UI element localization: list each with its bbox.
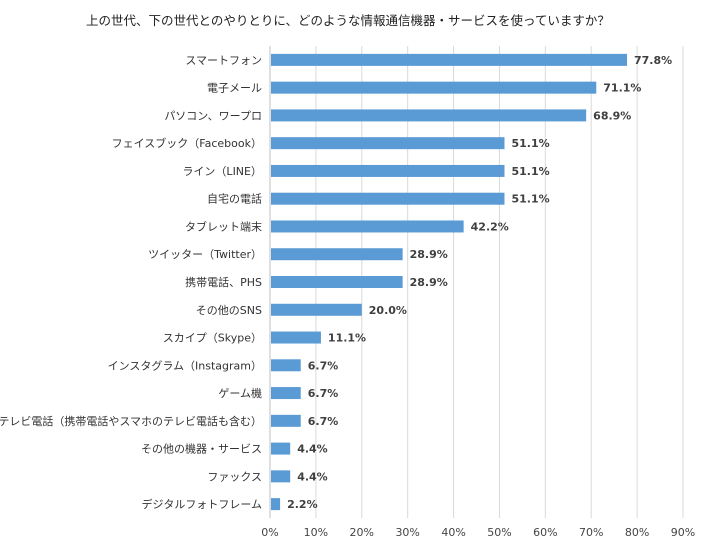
category-label: 携帯電話、PHS bbox=[185, 275, 262, 289]
category-label: デジタルフォトフレーム bbox=[142, 497, 262, 511]
bar bbox=[271, 387, 301, 400]
x-tick-label: 20% bbox=[350, 526, 374, 539]
x-tick-label: 90% bbox=[671, 526, 695, 539]
x-tick-label: 80% bbox=[625, 526, 649, 539]
category-label: スマートフォン bbox=[185, 54, 262, 67]
x-tick-label: 50% bbox=[487, 526, 511, 539]
category-label: 自宅の電話 bbox=[207, 192, 262, 206]
bar bbox=[271, 248, 403, 261]
bar bbox=[271, 276, 403, 288]
chart-title: 上の世代、下の世代とのやりとりに、どのような情報通信機器・サービスを使っています… bbox=[86, 13, 610, 28]
bar bbox=[271, 331, 321, 344]
bar bbox=[271, 498, 281, 511]
category-label: ライン（LINE） bbox=[182, 165, 262, 178]
data-label: 77.8% bbox=[634, 54, 672, 67]
data-label: 28.9% bbox=[410, 276, 448, 289]
x-tick-label: 60% bbox=[533, 526, 557, 539]
bar bbox=[271, 53, 628, 66]
x-tick-label: 0% bbox=[261, 526, 278, 539]
category-label: ファックス bbox=[207, 470, 262, 483]
data-label: 6.7% bbox=[308, 387, 339, 400]
data-label: 42.2% bbox=[471, 220, 509, 233]
data-label: 28.9% bbox=[410, 248, 448, 261]
x-tick-label: 40% bbox=[441, 526, 465, 539]
data-label: 51.1% bbox=[511, 137, 549, 150]
category-label: インスタグラム（Instagram） bbox=[108, 358, 262, 372]
bar bbox=[271, 164, 505, 177]
bar bbox=[271, 303, 362, 316]
data-label: 4.4% bbox=[297, 443, 328, 456]
x-tick-label: 10% bbox=[304, 526, 328, 539]
data-label: 6.7% bbox=[308, 359, 339, 372]
data-label: 20.0% bbox=[369, 304, 407, 317]
bar bbox=[271, 359, 301, 372]
data-label: 11.1% bbox=[328, 332, 366, 345]
category-label: ゲーム機 bbox=[218, 386, 262, 400]
category-label: その他の機器・サービス bbox=[141, 442, 262, 456]
x-tick-label: 70% bbox=[579, 526, 603, 539]
data-label: 6.7% bbox=[308, 415, 339, 428]
bar bbox=[271, 220, 464, 233]
bar bbox=[271, 414, 301, 427]
category-label: テレビ電話（携帯電話やスマホのテレビ電話も含む） bbox=[0, 414, 262, 428]
category-label: タブレット端末 bbox=[185, 219, 262, 233]
bar bbox=[271, 442, 291, 455]
category-label: スカイプ（Skype） bbox=[163, 332, 262, 345]
data-label: 68.9% bbox=[593, 109, 631, 122]
data-label: 71.1% bbox=[603, 82, 641, 95]
bar bbox=[271, 137, 505, 150]
category-label: パソコン、ワープロ bbox=[164, 109, 262, 122]
category-label: その他のSNS bbox=[196, 304, 262, 317]
data-label: 51.1% bbox=[511, 165, 549, 178]
category-label: ツイッター（Twitter） bbox=[148, 248, 262, 261]
category-label: フェイスブック（Facebook） bbox=[112, 136, 262, 150]
data-label: 4.4% bbox=[297, 470, 328, 483]
bar bbox=[271, 192, 505, 205]
bar bbox=[271, 81, 597, 94]
bar bbox=[271, 470, 291, 483]
category-label: 電子メール bbox=[207, 82, 262, 95]
bar bbox=[271, 109, 587, 122]
data-label: 2.2% bbox=[287, 498, 318, 511]
x-tick-label: 30% bbox=[395, 526, 419, 539]
data-label: 51.1% bbox=[511, 193, 549, 206]
